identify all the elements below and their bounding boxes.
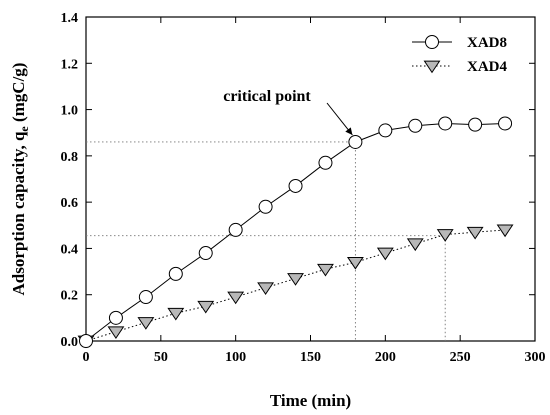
data-point-xad8	[108, 310, 123, 325]
x-tick-label: 150	[300, 350, 321, 365]
y-tick-label: 0.4	[61, 242, 79, 257]
data-point-xad8	[348, 134, 363, 149]
data-point-xad8	[79, 334, 93, 348]
data-point-xad8	[138, 290, 153, 305]
data-point-xad4	[406, 238, 424, 252]
data-point-xad4	[376, 247, 394, 261]
data-point-xad8	[408, 118, 423, 133]
data-point-xad8	[378, 123, 393, 138]
data-point-xad8	[198, 246, 213, 261]
data-point-xad4	[436, 229, 454, 242]
data-point-xad4	[167, 307, 185, 321]
x-tick-label: 0	[83, 350, 90, 365]
y-axis-title-unit: (mgC/g)	[9, 63, 28, 127]
data-point-xad4	[137, 317, 155, 330]
data-point-xad8	[468, 117, 483, 132]
y-tick-label: 0.6	[61, 196, 79, 211]
legend-marker-xad4	[423, 60, 441, 74]
data-point-xad8	[318, 155, 333, 170]
data-point-xad4	[466, 226, 484, 240]
y-tick-label: 1.2	[61, 57, 79, 72]
x-tick-label: 100	[225, 350, 246, 365]
data-point-xad8	[258, 199, 273, 214]
data-point-xad4	[346, 256, 364, 270]
annotation-arrow-head	[345, 127, 353, 135]
legend-label-xad4: XAD4	[467, 59, 507, 75]
y-tick-label: 0.8	[61, 150, 79, 165]
y-tick-label: 0.0	[61, 335, 79, 350]
data-point-xad8	[228, 222, 243, 237]
data-point-xad4	[227, 291, 245, 305]
x-tick-label: 50	[154, 350, 168, 365]
y-tick-label: 0.2	[61, 289, 79, 304]
data-point-xad4	[107, 326, 125, 340]
data-point-xad8	[288, 178, 303, 193]
data-point-xad4	[257, 282, 275, 296]
data-point-xad4	[496, 224, 514, 238]
series-line-xad4	[85, 229, 506, 342]
x-axis-title: Time (min)	[270, 391, 351, 410]
x-tick-label: 250	[450, 350, 471, 365]
y-axis-title-subscript: e	[17, 126, 31, 132]
legend-marker-xad8	[425, 35, 439, 49]
data-point-xad4	[317, 263, 334, 277]
data-point-xad4	[287, 273, 304, 286]
data-point-xad8	[438, 116, 453, 131]
data-point-xad8	[498, 116, 513, 131]
data-point-xad8	[168, 266, 183, 281]
annotation-label: critical point	[223, 88, 311, 105]
plot-area: 0 50 100 150 200 250 300 0.0 0.2 0.4 0.6 0.8 1.0 1.2 1…	[61, 11, 546, 365]
y-axis-title: Adsorption capacity, qe (mgC/g)	[9, 63, 31, 296]
x-tick-label: 200	[375, 350, 396, 365]
y-axis-title-main: Adsorption capacity, q	[9, 131, 28, 295]
data-point-xad4	[197, 300, 215, 314]
legend-label-xad8: XAD8	[467, 35, 507, 51]
y-tick-label: 1.4	[61, 11, 79, 26]
y-tick-label: 1.0	[61, 104, 79, 119]
x-tick-label: 300	[525, 350, 546, 365]
